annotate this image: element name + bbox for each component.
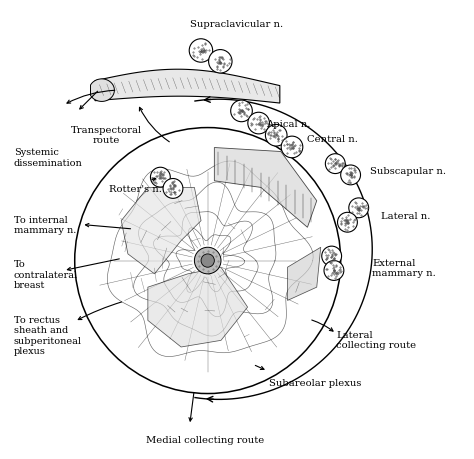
Text: Systemic
dissemination: Systemic dissemination [14, 148, 82, 167]
Text: Apical n.: Apical n. [266, 119, 310, 128]
Circle shape [194, 248, 221, 274]
Polygon shape [288, 248, 321, 301]
Text: Lateral n.: Lateral n. [381, 212, 431, 220]
Text: Central n.: Central n. [307, 135, 358, 144]
Circle shape [349, 198, 369, 218]
Text: Subscapular n.: Subscapular n. [370, 167, 446, 175]
Circle shape [265, 125, 287, 147]
Polygon shape [121, 188, 201, 274]
Circle shape [231, 101, 252, 123]
Text: Subareolar plexus: Subareolar plexus [269, 378, 361, 387]
Circle shape [209, 50, 232, 74]
Circle shape [281, 137, 303, 158]
Circle shape [324, 261, 344, 281]
Circle shape [163, 179, 183, 199]
Text: Transpectoral
route: Transpectoral route [71, 125, 142, 145]
Circle shape [325, 154, 345, 174]
Text: Medial collecting route: Medial collecting route [146, 436, 264, 444]
Polygon shape [95, 70, 280, 104]
Text: Lateral
collecting route: Lateral collecting route [336, 330, 416, 349]
Circle shape [322, 246, 342, 266]
Text: To internal
mammary n.: To internal mammary n. [14, 215, 76, 235]
Circle shape [201, 254, 214, 268]
Polygon shape [148, 268, 247, 347]
Text: External
mammary n.: External mammary n. [372, 258, 436, 277]
Text: Supraclavicular n.: Supraclavicular n. [191, 20, 283, 29]
Text: To rectus
sheath and
subperitoneal
plexus: To rectus sheath and subperitoneal plexu… [14, 315, 82, 355]
Circle shape [150, 168, 170, 188]
Circle shape [248, 113, 269, 134]
Circle shape [341, 166, 361, 185]
Text: To
contralateral
breast: To contralateral breast [14, 260, 78, 289]
Polygon shape [214, 148, 317, 228]
Circle shape [189, 39, 213, 63]
Polygon shape [91, 80, 114, 102]
Circle shape [337, 213, 357, 233]
Circle shape [75, 128, 341, 394]
Text: Rotter's n.: Rotter's n. [109, 185, 161, 194]
